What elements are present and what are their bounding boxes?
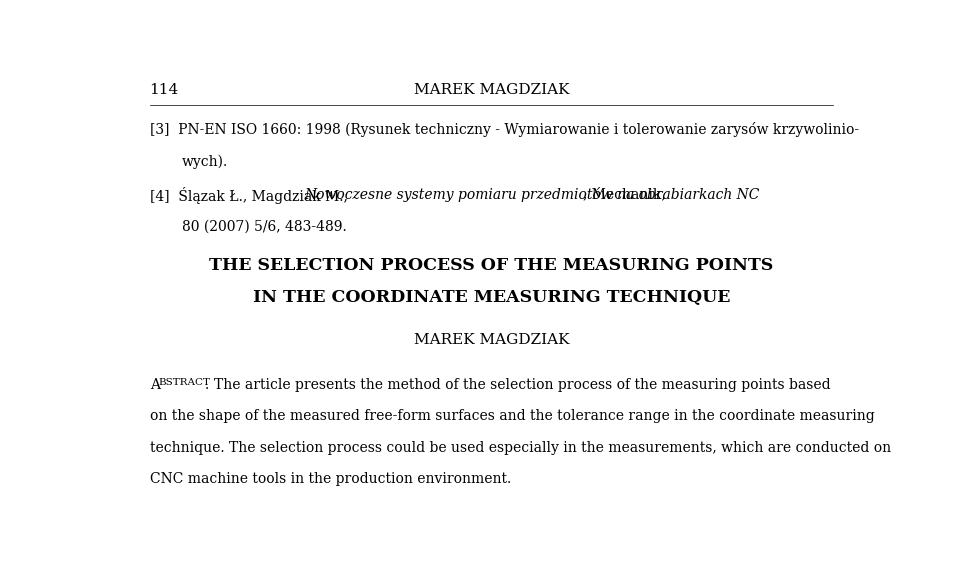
Text: wych).: wych). <box>181 155 228 169</box>
Text: IN THE COORDINATE MEASURING TECHNIQUE: IN THE COORDINATE MEASURING TECHNIQUE <box>253 289 730 306</box>
Text: Nowoczesne systemy pomiaru przedmiotów na obrabiarkach NC: Nowoczesne systemy pomiaru przedmiotów … <box>304 187 760 202</box>
Text: on the shape of the measured free-form surfaces and the tolerance range in the c: on the shape of the measured free-form s… <box>150 409 875 424</box>
Text: The article presents the method of the selection process of the measuring points: The article presents the method of the s… <box>214 378 830 392</box>
Text: BSTRACT: BSTRACT <box>158 378 211 387</box>
Text: MAREK MAGDZIAK: MAREK MAGDZIAK <box>413 333 570 347</box>
Text: A: A <box>150 378 159 392</box>
Text: [4]  Ślązak Ł., Magdziak M.,: [4] Ślązak Ł., Magdziak M., <box>150 187 352 204</box>
Text: technique. The selection process could be used especially in the measurements, w: technique. The selection process could b… <box>150 440 891 455</box>
Text: 114: 114 <box>150 83 179 97</box>
Text: [3]  PN-EN ISO 1660: 1998 (Rysunek techniczny - Wymiarowanie i tolerowanie zarys: [3] PN-EN ISO 1660: 1998 (Rysunek techni… <box>150 122 858 137</box>
Text: .: . <box>204 378 209 392</box>
Text: CNC machine tools in the production environment.: CNC machine tools in the production envi… <box>150 472 511 486</box>
Text: 80 (2007) 5/6, 483-489.: 80 (2007) 5/6, 483-489. <box>181 219 346 233</box>
Text: , Mechanik,: , Mechanik, <box>583 187 666 201</box>
Text: THE SELECTION PROCESS OF THE MEASURING POINTS: THE SELECTION PROCESS OF THE MEASURING P… <box>209 257 774 274</box>
Text: MAREK MAGDZIAK: MAREK MAGDZIAK <box>413 83 570 97</box>
